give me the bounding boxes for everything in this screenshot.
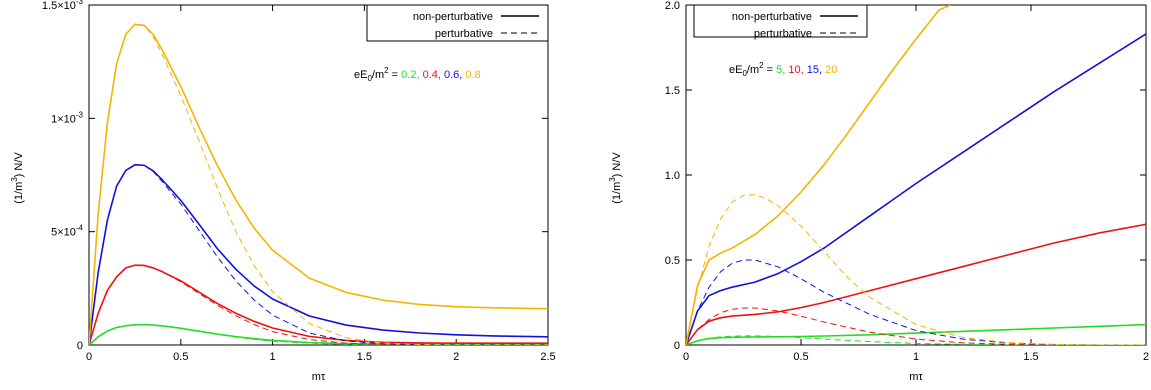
series-group (89, 23, 548, 345)
y-tick-label: 1.0 (665, 170, 680, 182)
series-group (686, 5, 1146, 345)
y-axis-label: (1/m3) N/V (10, 152, 25, 204)
y-tick-label: 1×10-3 (51, 110, 83, 125)
legend: non-perturbative perturbative (366, 4, 549, 42)
series-perturbative-20 (686, 194, 1146, 345)
x-tick-label: 0 (683, 351, 689, 363)
series-non-perturbative-0.8 (89, 23, 548, 345)
series-perturbative-0.2 (89, 324, 548, 345)
series-perturbative-0.8 (89, 23, 548, 345)
series-perturbative-15 (686, 259, 1146, 345)
y-tick-label: 2.0 (665, 0, 680, 12)
y-tick-label: 1.5 (665, 85, 680, 97)
x-tick-label: 0 (86, 351, 92, 363)
y-tick-label: 0 (674, 340, 680, 352)
legend-label-non-perturbative: non-perturbative (413, 11, 493, 23)
series-non-perturbative-0.6 (89, 164, 548, 345)
series-non-perturbative-0.4 (89, 264, 548, 345)
legend-label-non-perturbative: non-perturbative (732, 11, 812, 23)
parameter-annotation: eE0/m2 = 5, 10, 15, 20 (729, 61, 837, 78)
series-non-perturbative-5 (686, 323, 1146, 345)
plot-frame (88, 4, 549, 346)
x-axis-label: mτ (909, 371, 923, 383)
y-tick-label: 5×10-4 (51, 224, 83, 239)
left-plot-panel: 0 0.5 1 1.5 2 2.5 0 5×10-4 1×10-3 1.5×10-3 mτ (1/m3… (10, 0, 556, 383)
series-perturbative-0.6 (89, 164, 548, 345)
x-tick-label: 2 (453, 351, 459, 363)
series-perturbative-10 (686, 307, 1146, 345)
plot-frame (685, 4, 1147, 346)
legend-label-perturbative: perturbative (754, 28, 812, 40)
parameter-annotation: eE0/m2 = 0.2, 0.4, 0.6, 0.8 (354, 66, 481, 83)
y-tick-label: 1.5×10-3 (42, 0, 84, 12)
legend-label-perturbative: perturbative (435, 28, 493, 40)
x-tick-label: 1.5 (357, 351, 372, 363)
y-axis-label: (1/m3) N/V (608, 152, 623, 204)
series-non-perturbative-10 (686, 223, 1146, 345)
y-tick-label: 0.5 (665, 255, 680, 267)
x-tick-label: 1 (270, 351, 276, 363)
legend: non-perturbative perturbative (693, 4, 868, 40)
x-tick-label: 2 (1143, 351, 1149, 363)
series-non-perturbative-15 (686, 33, 1146, 345)
right-plot-panel: 0 0.5 1 1.5 2 0 0.5 1.0 1.5 2.0 mτ (1/m3) N/V non-pe… (608, 0, 1149, 383)
series-non-perturbative-20 (686, 5, 951, 345)
x-tick-label: 2.5 (540, 351, 555, 363)
x-tick-label: 0.5 (793, 351, 808, 363)
legend-box (693, 4, 868, 38)
x-tick-label: 1.5 (1023, 351, 1038, 363)
x-tick-label: 0.5 (173, 351, 188, 363)
legend-box (366, 4, 549, 42)
series-perturbative-5 (686, 335, 1146, 345)
x-axis-label: mτ (312, 371, 326, 383)
series-perturbative-0.4 (89, 264, 548, 345)
y-tick-label: 0 (77, 340, 83, 352)
x-tick-label: 1 (913, 351, 919, 363)
